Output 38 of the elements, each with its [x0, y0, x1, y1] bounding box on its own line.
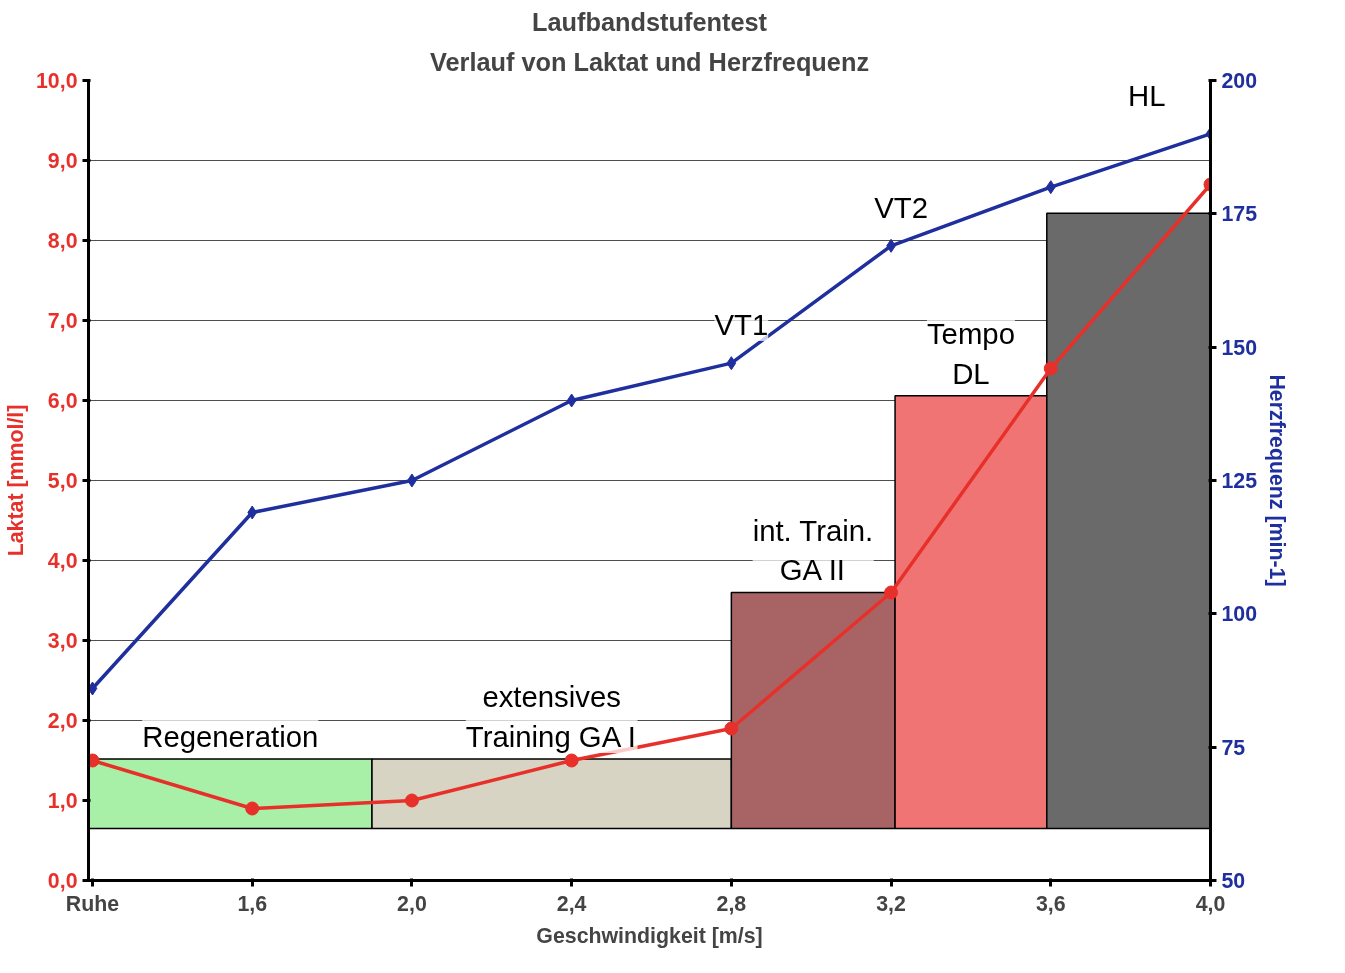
y2-tick-label: 200: [1221, 69, 1258, 93]
annotation: Regeneration: [142, 719, 319, 753]
annotation: HL: [1128, 79, 1166, 113]
x-tick-label: 2,0: [397, 891, 427, 916]
y-tick-label: 8,0: [47, 229, 78, 253]
y2-tick-label: 75: [1221, 735, 1246, 760]
y-tick-label: 2,0: [47, 709, 78, 733]
x-tick-label: 2,8: [716, 891, 747, 916]
y-tick-label: 6,0: [47, 389, 78, 413]
y2-tick-label: 175: [1221, 202, 1258, 227]
chart-subtitle: Verlauf von Laktat und Herzfrequenz: [429, 47, 870, 76]
y2-tick-label: 50: [1221, 869, 1246, 893]
y2-tick-label: 125: [1221, 469, 1258, 493]
annotation: VT2: [874, 191, 928, 225]
x-tick-label: 3,2: [876, 891, 906, 916]
y-tick-label: 9,0: [47, 149, 78, 173]
x-tick-label: Ruhe: [65, 891, 120, 916]
y2-tick-label: 100: [1221, 602, 1258, 627]
x-tick-label: 3,6: [1035, 891, 1066, 916]
x-tick-label: 1,6: [237, 891, 268, 916]
y-tick-label: 10,0: [35, 69, 78, 93]
y-tick-label: 3,0: [47, 629, 78, 653]
y2-axis-title: Herzfrequenz [min-1]: [1265, 374, 1290, 587]
y-tick-label: 7,0: [47, 309, 78, 333]
x-axis-title: Geschwindigkeit [m/s]: [536, 923, 763, 948]
y-tick-label: 0,0: [47, 869, 78, 893]
annotation: int. Train. GA II: [752, 513, 874, 587]
y-axis-title: Laktat [mmol/l]: [3, 404, 28, 557]
annotation: Tempo DL: [926, 317, 1015, 390]
y-tick-label: 5,0: [47, 469, 78, 493]
x-tick-label: 2,4: [556, 891, 587, 916]
annotation: extensives Training GA I: [465, 680, 636, 753]
y-tick-label: 1,0: [47, 789, 78, 813]
y2-tick-label: 150: [1221, 335, 1258, 360]
chart-title: Laufbandstufentest: [532, 7, 768, 36]
annotation: VT1: [714, 307, 769, 341]
x-tick-label: 4,0: [1195, 891, 1226, 916]
y-tick-label: 4,0: [47, 549, 78, 573]
